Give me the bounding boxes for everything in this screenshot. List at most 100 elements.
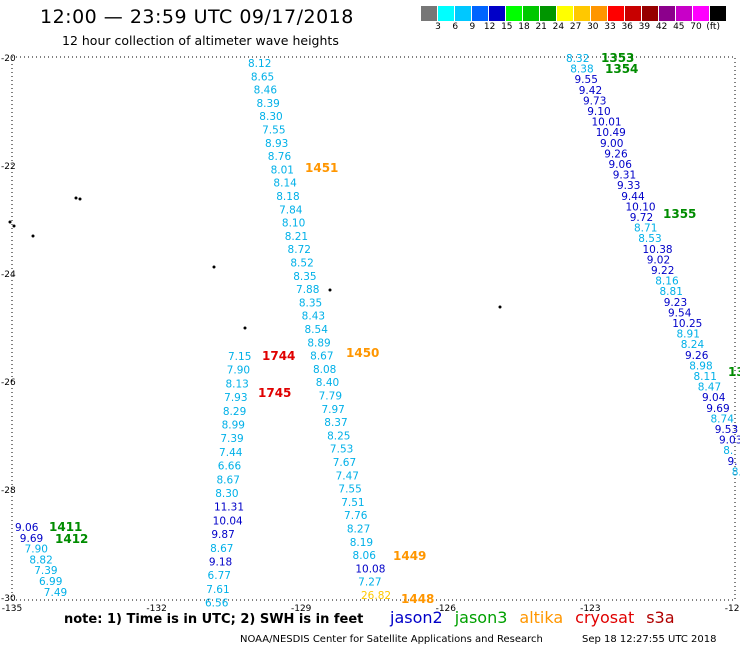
- legend-swatch: [625, 6, 642, 21]
- wave-height-value: 9.00: [600, 138, 623, 150]
- wave-height-value: 8.: [723, 445, 733, 457]
- wave-height-value: 8.16: [655, 276, 679, 288]
- legend-swatch: [676, 6, 693, 21]
- wave-height-value: 9.31: [613, 170, 636, 182]
- wave-height-value: 10.04: [213, 515, 243, 527]
- wave-height-value: 26.82: [361, 590, 391, 602]
- wave-height-value: 8.89: [307, 337, 330, 349]
- wave-height-value: 8.52: [290, 258, 313, 270]
- wave-height-value: 6.77: [208, 570, 231, 582]
- island-mark: [31, 234, 35, 238]
- legend-swatch: [540, 6, 557, 21]
- wave-height-value: 8.71: [634, 223, 657, 235]
- wave-height-value: 8.10: [282, 218, 305, 230]
- wave-height-value: 10.10: [626, 201, 656, 213]
- wave-height-value: 7.15: [228, 351, 251, 363]
- wave-height-value: 11.31: [214, 502, 244, 514]
- island-mark: [243, 326, 247, 330]
- wave-height-value: 9.73: [583, 95, 606, 107]
- island-mark: [12, 224, 16, 228]
- wave-height-value: 9.33: [617, 180, 640, 192]
- wave-height-value: 8.12: [248, 58, 271, 70]
- wave-height-value: 7.55: [262, 125, 285, 137]
- lon-label: -132: [146, 604, 166, 614]
- wave-height-value: 7.90: [25, 544, 48, 556]
- wave-height-value: 8.54: [305, 324, 329, 336]
- legend-swatch: [557, 6, 574, 21]
- island-mark: [8, 220, 12, 224]
- wave-height-value: 8.53: [638, 233, 661, 245]
- wave-height-value: 9.04: [702, 392, 726, 404]
- wave-height-value: 6.56: [205, 598, 229, 610]
- wave-height-value: 8.67: [210, 543, 233, 555]
- pass-time-label: 1412: [55, 532, 88, 546]
- legend-label: 33: [604, 22, 616, 32]
- wave-height-value: 9.02: [647, 254, 670, 266]
- wave-height-value: 7.53: [330, 444, 353, 456]
- generation-timestamp: Sep 18 12:27:55 UTC 2018: [582, 634, 717, 645]
- wave-height-value: 8.27: [347, 524, 370, 536]
- wave-height-value: 8.82: [29, 554, 52, 566]
- wave-height-value: 9.44: [621, 191, 645, 203]
- wave-height-value: 8.67: [217, 474, 240, 486]
- wave-height-value: 8.46: [254, 85, 278, 97]
- island-mark: [212, 265, 216, 269]
- map-subtitle: 12 hour collection of altimeter wave hei…: [62, 33, 339, 48]
- legend-label: 70: [690, 22, 702, 32]
- lon-label: -129: [291, 604, 312, 614]
- legend-label: 18: [518, 22, 530, 32]
- island-mark: [328, 288, 332, 292]
- legend-swatch: [523, 6, 540, 21]
- wave-height-value: 7.79: [319, 391, 342, 403]
- pass-time-label: 1354: [605, 62, 638, 76]
- wave-height-value: 7.84: [279, 204, 303, 216]
- wave-height-value: 8.01: [271, 164, 294, 176]
- legend-label: 42: [655, 22, 668, 32]
- wave-height-value: 8.93: [265, 138, 288, 150]
- credit-line: NOAA/NESDIS Center for Satellite Applica…: [240, 634, 543, 645]
- lon-label: -123: [580, 604, 600, 614]
- wave-height-value: 10.08: [355, 563, 385, 575]
- satellite-name-altika: altika: [519, 608, 564, 627]
- wave-height-value: 9.: [728, 456, 738, 468]
- legend-label: 6: [452, 22, 459, 32]
- satellite-name-cryosat: cryosat: [575, 608, 635, 627]
- legend-label: 21: [535, 22, 547, 32]
- wave-height-value: 8.: [732, 466, 740, 478]
- wave-height-value: 8.30: [259, 111, 282, 123]
- legend-swatch: [438, 6, 455, 21]
- wave-height-value: 8.99: [222, 420, 245, 432]
- satellite-name-jason3: jason3: [454, 608, 508, 627]
- island-mark: [78, 197, 82, 201]
- wave-height-value: 9.23: [664, 297, 687, 309]
- wave-height-value: 9.03: [719, 435, 740, 447]
- wave-height-value: 8.74: [711, 413, 735, 425]
- pass-time-label: 1355: [663, 207, 696, 221]
- legend-label: 3: [435, 22, 441, 32]
- map-title: 12:00 — 23:59 UTC 09/17/2018: [40, 6, 354, 28]
- legend-swatch: [642, 6, 659, 21]
- satellite-name-jason2: jason2: [390, 608, 443, 627]
- legend-swatch: [506, 6, 523, 21]
- pass-time-label: 1744: [262, 349, 295, 363]
- wave-height-value: 9.72: [630, 212, 653, 224]
- wave-height-value: 9.87: [211, 529, 234, 541]
- legend-swatch: [659, 6, 676, 21]
- wave-height-value: 10.49: [596, 127, 626, 139]
- wave-height-value: 7.44: [219, 447, 243, 459]
- pass-time-label: 1449: [393, 549, 426, 563]
- wave-height-value: 7.55: [338, 484, 361, 496]
- wave-height-value: 9.69: [706, 403, 729, 415]
- wave-height-value: 8.19: [350, 537, 373, 549]
- pass-time-label: 1353: [601, 51, 634, 65]
- island-mark: [74, 196, 78, 200]
- legend-label: 45: [673, 22, 685, 32]
- wave-height-value: 9.18: [209, 557, 232, 569]
- wave-height-value: 9.42: [579, 85, 602, 97]
- wave-height-value: 8.11: [694, 371, 717, 383]
- wave-height-value: 9.69: [20, 533, 43, 545]
- color-scale-legend: [421, 6, 727, 21]
- wave-height-value: 8.13: [225, 378, 248, 390]
- lat-label: -22: [1, 162, 16, 172]
- wave-height-value: 7.88: [296, 284, 319, 296]
